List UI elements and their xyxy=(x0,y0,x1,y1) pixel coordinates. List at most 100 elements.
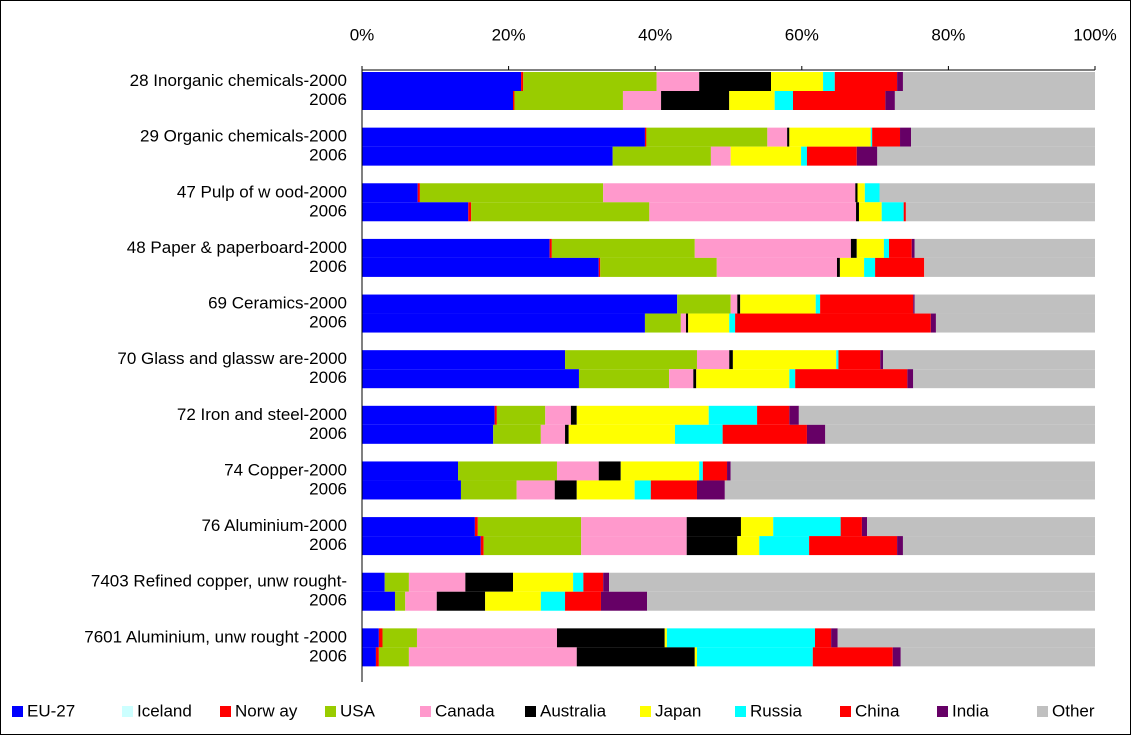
bar-segment xyxy=(362,628,379,648)
bar-segment xyxy=(877,146,1095,166)
bar-segment xyxy=(477,517,582,537)
bar-segment xyxy=(729,350,733,370)
bar-segment xyxy=(820,294,914,314)
bar-segment xyxy=(600,591,648,611)
bar-segment xyxy=(471,202,650,222)
bar-segment xyxy=(666,628,815,648)
bar-segment xyxy=(394,591,406,611)
y-tick-label: 74 Copper-2000 xyxy=(224,460,347,479)
y-tick-label: 2006 xyxy=(309,201,347,220)
legend-swatch xyxy=(122,706,133,717)
bar-segment xyxy=(576,480,635,500)
bar-segment xyxy=(724,480,1095,500)
x-tick-label: 80% xyxy=(931,25,965,44)
legend-swatch xyxy=(12,706,23,717)
bar-segment xyxy=(798,405,1095,425)
bar-segment xyxy=(485,591,541,611)
bar-segment xyxy=(801,146,807,166)
bar-segment xyxy=(514,91,623,110)
bar-segment xyxy=(789,127,871,147)
bar-segment xyxy=(408,647,577,667)
bar-segment xyxy=(600,257,717,277)
legend-swatch xyxy=(840,706,851,717)
bar-segment xyxy=(362,257,599,277)
bar-segment xyxy=(644,313,681,333)
legend-label: China xyxy=(855,701,900,720)
legend-swatch xyxy=(1037,706,1048,717)
bar-segment xyxy=(664,628,667,648)
bar-segment xyxy=(872,127,901,147)
bar-segment xyxy=(861,517,868,537)
bar-segment xyxy=(825,424,1095,444)
bar-segment xyxy=(897,536,903,556)
y-tick-label: 72 Iron and steel-2000 xyxy=(177,405,347,424)
y-tick-label: 2006 xyxy=(309,646,347,665)
y-tick-label: 7403 Refined copper, unw rought- xyxy=(91,572,347,591)
bar-segment xyxy=(436,591,486,611)
bar-segment xyxy=(729,91,775,110)
bar-segment xyxy=(603,183,856,203)
bar-segment xyxy=(907,369,914,389)
legend-swatch xyxy=(937,706,948,717)
legend-label: Norw ay xyxy=(235,701,298,720)
y-tick-label: 2006 xyxy=(309,479,347,498)
bar-segment xyxy=(708,405,758,425)
bar-segment xyxy=(378,628,383,648)
bar-segment xyxy=(646,127,768,147)
bar-segment xyxy=(850,238,857,258)
legend-label: USA xyxy=(340,701,376,720)
legend-label: Other xyxy=(1052,701,1095,720)
bar-segment xyxy=(603,572,610,592)
bar-segment xyxy=(669,369,694,389)
bar-segment xyxy=(598,461,621,481)
y-tick-label: 2006 xyxy=(309,368,347,387)
bar-segment xyxy=(815,294,821,314)
y-tick-label: 2006 xyxy=(309,591,347,610)
bar-segment xyxy=(688,313,730,333)
bar-segment xyxy=(836,257,840,277)
bar-segment xyxy=(696,480,725,500)
bar-segment xyxy=(880,350,884,370)
bar-segment xyxy=(496,405,546,425)
x-tick-label: 100% xyxy=(1073,25,1116,44)
bar-segment xyxy=(581,517,687,537)
bar-segment xyxy=(881,202,904,222)
bar-segment xyxy=(787,127,790,147)
bar-segment xyxy=(913,294,915,314)
bar-segment xyxy=(867,517,1095,537)
bar-segment xyxy=(686,517,741,537)
bar-segment xyxy=(905,202,1095,222)
bar-segment xyxy=(900,647,1095,667)
bar-segment xyxy=(737,536,760,556)
bar-segment xyxy=(757,405,790,425)
bar-segment xyxy=(458,461,557,481)
bar-segment xyxy=(521,72,524,91)
bar-segment xyxy=(885,91,895,110)
bar-segment xyxy=(556,461,599,481)
bar-segment xyxy=(894,91,1095,110)
bar-segment xyxy=(812,647,893,667)
legend-swatch xyxy=(325,706,336,717)
bar-segment xyxy=(795,369,908,389)
bar-segment xyxy=(362,146,613,166)
y-tick-label: 29 Organic chemicals-2000 xyxy=(140,127,347,146)
bar-segment xyxy=(362,647,376,667)
bar-segment xyxy=(468,202,472,222)
bar-segment xyxy=(727,461,731,481)
bar-segment xyxy=(935,313,1095,333)
bar-segment xyxy=(839,257,865,277)
bar-segment xyxy=(879,183,1095,203)
legend-swatch xyxy=(220,706,231,717)
bar-segment xyxy=(578,369,670,389)
bar-segment xyxy=(677,294,731,314)
bar-segment xyxy=(767,127,788,147)
y-tick-label: 69 Ceramics-2000 xyxy=(208,294,347,313)
bar-segment xyxy=(696,647,813,667)
legend-label: Russia xyxy=(750,701,803,720)
bar-segment xyxy=(565,424,569,444)
bar-segment xyxy=(362,294,678,314)
bar-segment xyxy=(382,628,417,648)
bar-segment xyxy=(378,647,409,667)
bar-segment xyxy=(647,591,1095,611)
bar-segment xyxy=(806,146,857,166)
